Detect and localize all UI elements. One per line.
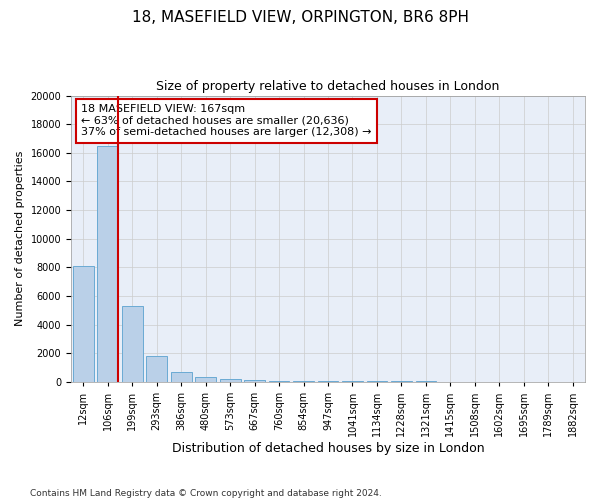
Bar bbox=[122, 306, 143, 382]
X-axis label: Distribution of detached houses by size in London: Distribution of detached houses by size … bbox=[172, 442, 484, 455]
Title: Size of property relative to detached houses in London: Size of property relative to detached ho… bbox=[157, 80, 500, 93]
Bar bbox=[269, 381, 289, 382]
Bar bbox=[195, 377, 216, 382]
Bar bbox=[317, 381, 338, 382]
Y-axis label: Number of detached properties: Number of detached properties bbox=[15, 151, 25, 326]
Text: 18 MASEFIELD VIEW: 167sqm
← 63% of detached houses are smaller (20,636)
37% of s: 18 MASEFIELD VIEW: 167sqm ← 63% of detac… bbox=[82, 104, 372, 138]
Bar bbox=[220, 379, 241, 382]
Bar bbox=[244, 380, 265, 382]
Text: Contains HM Land Registry data © Crown copyright and database right 2024.: Contains HM Land Registry data © Crown c… bbox=[30, 488, 382, 498]
Bar bbox=[97, 146, 118, 382]
Bar bbox=[293, 381, 314, 382]
Bar bbox=[146, 356, 167, 382]
Bar bbox=[171, 372, 191, 382]
Text: 18, MASEFIELD VIEW, ORPINGTON, BR6 8PH: 18, MASEFIELD VIEW, ORPINGTON, BR6 8PH bbox=[131, 10, 469, 25]
Bar bbox=[73, 266, 94, 382]
